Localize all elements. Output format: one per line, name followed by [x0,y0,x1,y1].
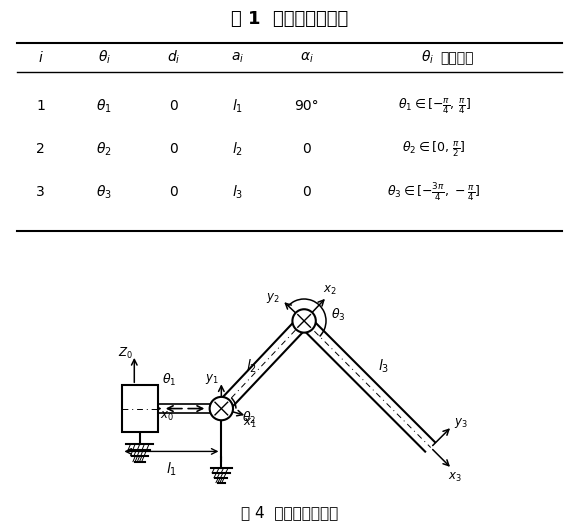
Text: $\theta_1$: $\theta_1$ [162,372,177,388]
Text: $x_2$: $x_2$ [323,283,336,297]
Text: $l_3$: $l_3$ [378,358,389,375]
Text: 0: 0 [169,142,178,156]
Text: $l_1$: $l_1$ [166,460,177,477]
Text: $\alpha_i$: $\alpha_i$ [300,51,314,65]
Text: $\theta_1$: $\theta_1$ [96,97,112,115]
Bar [122,385,158,432]
Text: 表 1  各关节连杆参数: 表 1 各关节连杆参数 [231,9,348,28]
Text: $\theta_2$: $\theta_2$ [96,141,112,158]
Text: i: i [39,51,42,65]
Text: $x_0$: $x_0$ [160,410,174,423]
Text: $l_2$: $l_2$ [232,141,243,158]
Text: $\theta_2 \in [0,\, \frac{\pi}{2}]$: $\theta_2 \in [0,\, \frac{\pi}{2}]$ [402,140,466,159]
Text: $l_3$: $l_3$ [232,184,243,201]
Text: 图 4  关节连杆坐标系: 图 4 关节连杆坐标系 [241,505,338,520]
Text: $x_3$: $x_3$ [448,471,462,484]
Text: 0: 0 [302,186,312,199]
Text: $\theta_1 \in [-\frac{\pi}{4},\, \frac{\pi}{4}]$: $\theta_1 \in [-\frac{\pi}{4},\, \frac{\… [398,96,471,116]
Text: $d_i$: $d_i$ [167,49,181,66]
Text: $l_2$: $l_2$ [245,358,256,375]
Text: $\theta_i$: $\theta_i$ [98,49,111,66]
Text: $\theta_i$: $\theta_i$ [421,49,434,66]
Circle shape [210,397,233,420]
Text: 0: 0 [169,186,178,199]
Text: $l_1$: $l_1$ [232,97,243,115]
Text: $y_1$: $y_1$ [205,372,218,386]
Text: 取值范围: 取值范围 [440,51,474,65]
Text: 90°: 90° [295,99,319,113]
Text: 0: 0 [169,99,178,113]
Text: $x_1$: $x_1$ [243,417,257,430]
Text: 2: 2 [36,142,45,156]
Text: $\theta_3 \in [-\frac{3\pi}{4},\, -\frac{\pi}{4}]$: $\theta_3 \in [-\frac{3\pi}{4},\, -\frac… [387,181,481,203]
Text: 0: 0 [302,142,312,156]
Text: 3: 3 [36,186,45,199]
Text: $\theta_2$: $\theta_2$ [242,410,256,426]
Circle shape [292,309,316,333]
Text: $y_3$: $y_3$ [454,416,468,430]
Text: $\theta_3$: $\theta_3$ [96,184,112,201]
Text: $a_i$: $a_i$ [231,51,244,65]
Text: $y_2$: $y_2$ [266,291,279,305]
Text: $\theta_3$: $\theta_3$ [331,306,346,323]
Text: 1: 1 [36,99,45,113]
Text: $Z_0$: $Z_0$ [118,346,133,361]
